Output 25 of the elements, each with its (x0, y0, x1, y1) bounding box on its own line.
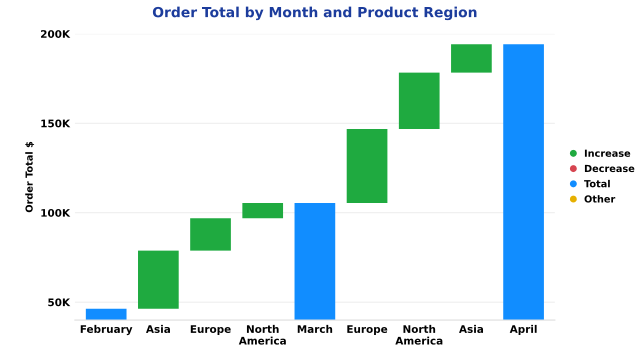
x-tick-label: Asia (459, 324, 484, 333)
bar (451, 44, 492, 73)
y-axis-title: Order Total $ (25, 142, 34, 212)
legend-label: Total (584, 180, 610, 188)
legend-label: Other (584, 195, 616, 203)
y-tick-label: 200K (41, 30, 70, 38)
bar (242, 203, 284, 218)
bar (190, 218, 231, 251)
legend-label: Increase (584, 150, 630, 157)
legend-label: Decrease (584, 164, 634, 172)
y-tick-label: 100K (41, 208, 70, 217)
bar (138, 250, 179, 309)
bar (346, 129, 388, 204)
y-tick-label: 150K (41, 120, 70, 128)
y-tick-label: 50K (48, 298, 70, 306)
x-tick-label: March (298, 324, 332, 333)
x-tick-label: April (510, 324, 537, 335)
x-tick-label: North America (238, 324, 286, 345)
chart-title: Order Total by Month and Product Region (152, 6, 476, 20)
x-tick-label: February (80, 324, 132, 336)
x-tick-label: Europe (190, 325, 231, 335)
x-tick-label: Asia (146, 324, 170, 333)
bar (398, 72, 440, 129)
x-tick-label: North America (395, 324, 442, 345)
x-tick-label: Europe (347, 325, 388, 335)
